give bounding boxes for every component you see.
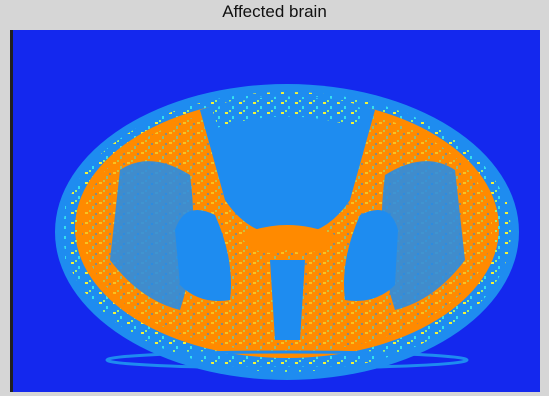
page: Affected brain (() => { const data = JSO…	[0, 0, 549, 396]
image-edge	[10, 30, 13, 392]
figure	[0, 0, 549, 396]
figure-title: Affected brain	[0, 2, 549, 22]
brain-segmentation	[55, 84, 519, 380]
